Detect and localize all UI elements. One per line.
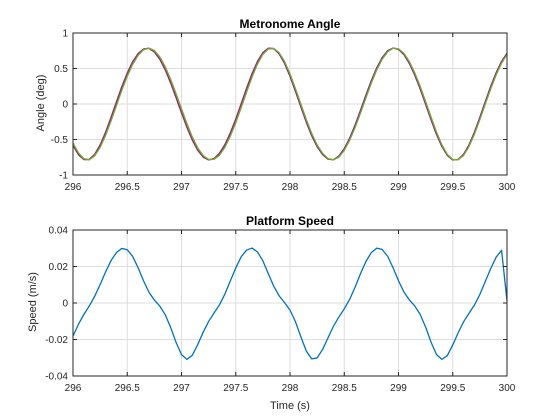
angle-y-tick-label-1: -0.5 xyxy=(51,135,69,146)
speed-x-tick-label-6: 299 xyxy=(390,383,407,394)
angle-y-axis-label: Angle (deg) xyxy=(35,75,47,132)
angle-x-tick-label-5: 298.5 xyxy=(332,182,357,193)
angle-x-tick-label-1: 296.5 xyxy=(115,182,140,193)
speed-x-tick-label-3: 297.5 xyxy=(223,383,248,394)
speed-plot-title: Platform Speed xyxy=(246,214,334,228)
angle-x-tick-label-2: 297 xyxy=(173,182,190,193)
speed-axes: Platform Speed Speed (m/s) Time (s) 296 2… xyxy=(27,214,516,412)
speed-x-tick-label-8: 300 xyxy=(499,383,516,394)
speed-x-tick-label-4: 298 xyxy=(282,383,299,394)
angle-x-tick-label-8: 300 xyxy=(499,182,516,193)
angle-plot-title: Metronome Angle xyxy=(240,17,341,31)
speed-y-tick-label-1: -0.02 xyxy=(45,335,68,346)
speed-x-axis-label: Time (s) xyxy=(270,400,310,412)
angle-x-tick-label-3: 297.5 xyxy=(223,182,248,193)
speed-x-tick-label-2: 297 xyxy=(173,383,190,394)
speed-x-tick-label-7: 299.5 xyxy=(440,383,465,394)
speed-y-tick-label-0: -0.04 xyxy=(45,372,68,383)
angle-x-tick-label-6: 299 xyxy=(390,182,407,193)
angle-x-tick-label-0: 296 xyxy=(65,182,82,193)
speed-y-tick-label-4: 0.04 xyxy=(49,226,69,237)
angle-y-tick-label-2: 0 xyxy=(62,100,68,111)
speed-y-tick-label-3: 0.02 xyxy=(49,262,69,273)
speed-y-tick-label-2: 0 xyxy=(62,299,68,310)
angle-y-tick-label-4: 1 xyxy=(62,29,68,40)
speed-x-tick-label-1: 296.5 xyxy=(115,383,140,394)
angle-y-tick-label-0: -1 xyxy=(59,171,68,182)
angle-x-tick-label-4: 298 xyxy=(282,182,299,193)
speed-series-line-0 xyxy=(72,247,508,361)
angle-axes: Metronome Angle Angle (deg) 296 296.5 297 2… xyxy=(35,17,516,193)
speed-x-tick-label-0: 296 xyxy=(65,383,82,394)
speed-x-tick-label-5: 298.5 xyxy=(332,383,357,394)
angle-y-tick-label-3: 0.5 xyxy=(54,64,68,75)
angle-x-tick-label-7: 299.5 xyxy=(440,182,465,193)
angle-series-line-4 xyxy=(72,47,508,161)
speed-y-axis-label: Speed (m/s) xyxy=(27,272,39,332)
